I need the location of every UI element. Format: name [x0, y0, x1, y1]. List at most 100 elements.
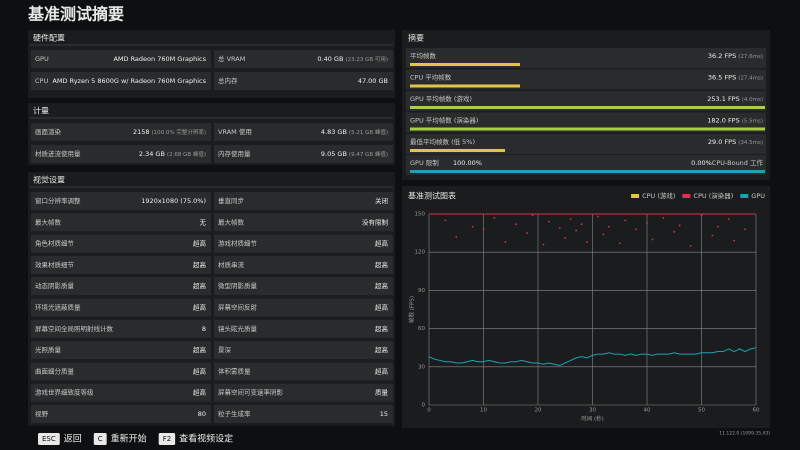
value: 超高: [375, 324, 389, 333]
label: 垂直同步: [218, 196, 245, 205]
label: 总 VRAM: [218, 54, 245, 63]
value: 超高: [193, 345, 207, 354]
panel: [402, 186, 770, 428]
note: (23.23 GB 可用): [345, 56, 388, 63]
frame-point: [624, 219, 627, 222]
value-text: 超高: [375, 366, 389, 375]
value-text: 没有限制: [362, 217, 389, 226]
label: 角色材质细节: [35, 239, 75, 248]
note: (100.0% 完整分辨率): [151, 128, 206, 136]
label: 屏幕空间全局照明射线计数: [35, 324, 114, 333]
value: 9.05 GB (9.47 GB 峰值): [321, 150, 388, 159]
frame-point: [744, 228, 746, 231]
x-tick-label: 20: [535, 408, 542, 414]
key-cap: F2: [163, 435, 171, 443]
value-text: 超高: [193, 281, 207, 290]
label: 曲面细分质量: [35, 366, 75, 375]
row-bg: [31, 383, 211, 402]
value-text: 超高: [193, 260, 207, 269]
row-bg: [214, 341, 393, 360]
row-bg: [214, 405, 393, 423]
value-text: 超高: [375, 281, 389, 290]
legend-label: CPU (游戏): [642, 191, 675, 200]
frame-point: [597, 215, 599, 218]
value: 超高: [375, 239, 389, 248]
value: 182.0 FPS (5.5ms): [707, 117, 763, 125]
label: 材质串流: [218, 260, 245, 269]
label: 最低平均帧数 (低 5%): [410, 137, 475, 146]
value-text: 4.83 GB: [321, 128, 347, 136]
frame-point: [493, 216, 496, 219]
row-bg: [214, 383, 393, 402]
value: 超高: [193, 260, 207, 269]
note: (5.5ms): [742, 118, 763, 124]
y-tick-label: 0: [422, 403, 426, 409]
row-bg: [31, 319, 211, 338]
row-bg: [214, 298, 393, 317]
value-text: 36.2 FPS: [708, 52, 736, 60]
x-tick-label: 50: [698, 408, 705, 414]
row-bg: [214, 213, 393, 232]
row-bg: [214, 72, 393, 90]
row-bg: [31, 50, 211, 68]
frame-point: [444, 219, 447, 222]
version: 11.122.0 (1099.35.43): [719, 431, 770, 437]
y-tick-label: 150: [415, 212, 426, 218]
value: 15: [380, 410, 388, 418]
label: 内存使用量: [218, 149, 251, 158]
frame-point: [455, 236, 458, 238]
note: (5.21 GB 峰值): [349, 128, 388, 136]
row-bg: [31, 255, 211, 274]
key-box[interactable]: [93, 433, 107, 445]
label: 微型阴影质量: [218, 281, 258, 290]
row-bg: [214, 145, 393, 163]
frame-point: [602, 233, 605, 236]
label: 镜头眩光质量: [218, 324, 258, 333]
key-box[interactable]: [38, 433, 60, 445]
row-bg: [31, 145, 211, 163]
row-bg: [214, 50, 393, 68]
row-bg: [31, 341, 211, 360]
value-text: 80: [198, 410, 206, 418]
frame-point: [635, 228, 637, 231]
frame-point: [673, 230, 676, 233]
label: 光照质量: [35, 345, 62, 354]
frame-point: [586, 241, 588, 243]
note: (34.5ms): [738, 140, 763, 146]
row-bg: [214, 319, 393, 338]
value: 80: [198, 410, 206, 418]
value: 0.00%CPU-Bound 工作: [691, 158, 763, 167]
label: 屏幕空间反射: [218, 303, 258, 312]
value-text: 无: [200, 218, 207, 226]
legend-label: CPU (演染器): [693, 191, 733, 200]
value: 0.40 GB (23.23 GB 可用): [317, 55, 388, 63]
page-title: 基准测试摘要: [27, 5, 124, 24]
value: 超高: [375, 303, 389, 312]
value-text: 关闭: [375, 196, 388, 205]
summary-bar: [410, 127, 765, 131]
value: 超高: [193, 281, 207, 290]
key-label[interactable]: 返回: [64, 433, 82, 445]
frame-point: [471, 225, 474, 228]
frame-point: [515, 223, 518, 226]
panel-title: 视觉设置: [33, 175, 65, 185]
legend-label: GPU: [751, 192, 765, 200]
key-label[interactable]: 重新开始: [111, 433, 147, 445]
row-bg: [214, 362, 393, 381]
x-tick-label: 10: [480, 408, 487, 414]
value: AMD Radeon 760M Graphics: [113, 55, 206, 63]
value-text: 质量: [375, 388, 389, 397]
frame-point: [564, 237, 567, 240]
value-text: 超高: [193, 388, 207, 397]
value: 47.00 GB: [358, 77, 388, 85]
frame-point: [711, 234, 714, 237]
label: 平均帧数: [410, 51, 437, 60]
row-bg: [214, 234, 393, 253]
key-label[interactable]: 查看视频设定: [179, 433, 233, 445]
label: 动态阴影质量: [35, 281, 75, 290]
value: 无: [200, 218, 207, 226]
row-bg: [31, 405, 211, 423]
key-box[interactable]: [158, 433, 176, 445]
value: 36.5 FPS (27.4ms): [708, 74, 763, 82]
